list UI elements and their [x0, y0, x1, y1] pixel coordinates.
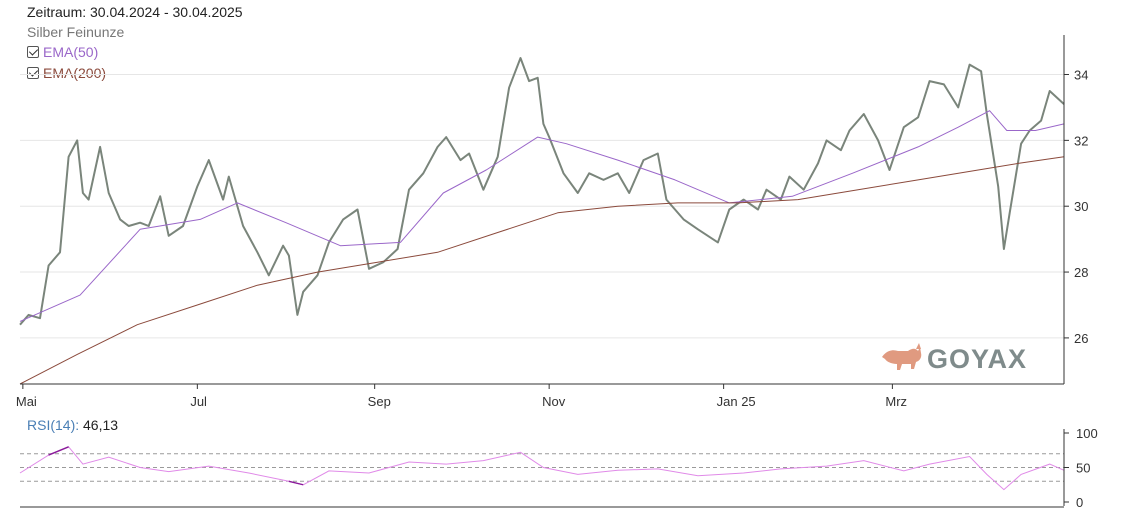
rsi-tick-label: 50 [1076, 461, 1090, 476]
rsi-tick-label: 0 [1076, 495, 1083, 510]
period-label: Zeitraum: 30.04.2024 - 30.04.2025 [27, 4, 243, 20]
series-layer [19, 57, 1065, 491]
y-tick-label: 28 [1074, 265, 1088, 280]
rsi-extreme-segment [288, 480, 304, 486]
ema200-label: EMA(200) [43, 65, 107, 81]
series-line-0 [19, 57, 1065, 326]
y-tick-label: 32 [1074, 133, 1088, 148]
x-tick-label: Mai [16, 394, 37, 409]
rsi-line [19, 446, 1065, 491]
bull-icon [882, 343, 922, 370]
rsi-readout: RSI(14): 46,13 [27, 417, 118, 433]
rsi-reference-lines [20, 453, 1064, 482]
x-tick-label: Mrz [885, 394, 907, 409]
y-tick-label: 30 [1074, 199, 1088, 214]
series-line-2 [19, 156, 1065, 385]
rsi-extreme-segment [48, 446, 69, 456]
x-tick-label: Sep [368, 394, 391, 409]
goyax-wordmark: GOYAX [927, 344, 1027, 374]
legend-ema200[interactable]: EMA(200) [27, 64, 106, 82]
instrument-name: Silber Feinunze [27, 24, 125, 40]
x-tick-label: Jan 25 [717, 394, 756, 409]
ema200-checkbox[interactable] [27, 67, 39, 79]
goyax-logo: GOYAX [882, 343, 1027, 374]
y-tick-label: 34 [1074, 68, 1088, 83]
legend-ema50[interactable]: EMA(50) [27, 43, 98, 61]
rsi-label: RSI(14) [27, 417, 76, 433]
y-tick-label: 26 [1074, 331, 1088, 346]
series-line-1 [19, 110, 1065, 322]
price-gridlines [20, 74, 1064, 339]
axes-layer: 26 28 30 32 34 Mai Jul Sep Nov Jan 25 Mrz 0 50 100 [16, 35, 1098, 510]
x-tick-label: Jul [190, 394, 207, 409]
rsi-value: 46,13 [83, 417, 119, 433]
ema50-label: EMA(50) [43, 44, 99, 60]
ema50-checkbox[interactable] [27, 46, 39, 58]
x-tick-label: Nov [542, 394, 566, 409]
rsi-colon: : [75, 417, 80, 433]
rsi-tick-label: 100 [1076, 426, 1098, 441]
